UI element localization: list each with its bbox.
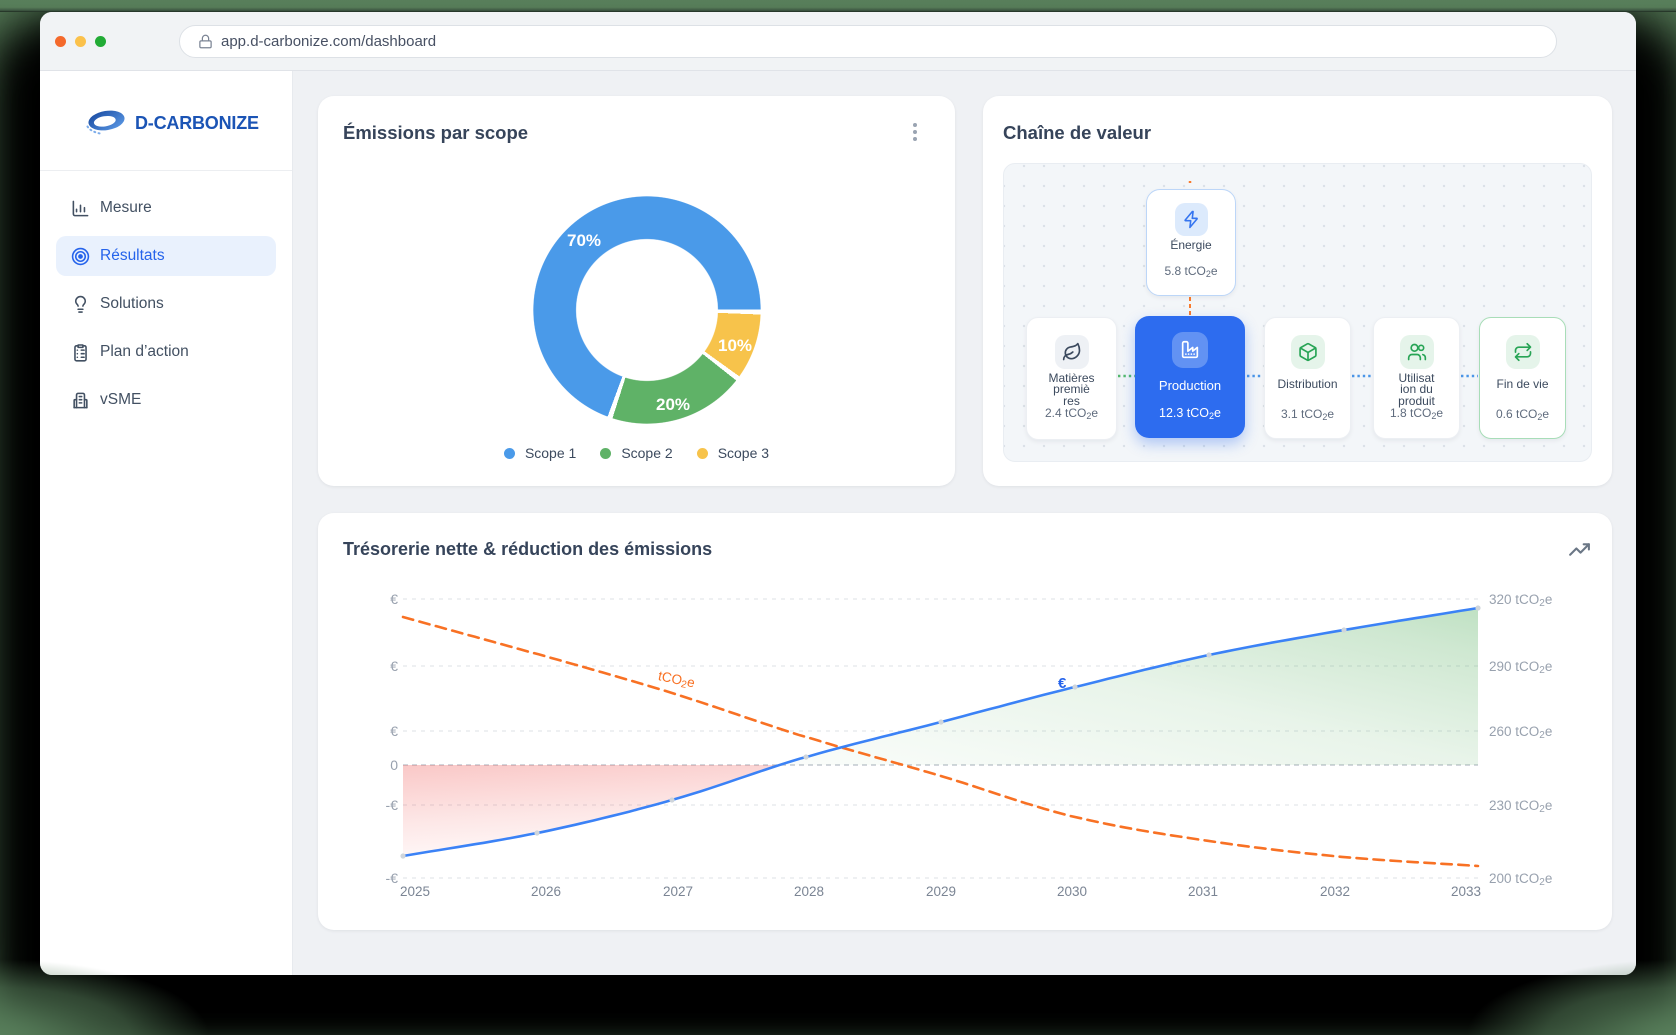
- svg-text:€: €: [1058, 675, 1067, 692]
- svg-text:2032: 2032: [1320, 884, 1350, 899]
- svg-text:€: €: [390, 723, 398, 739]
- svg-text:2028: 2028: [794, 884, 824, 899]
- svg-text:2026: 2026: [531, 884, 561, 899]
- svg-text:2025: 2025: [400, 884, 430, 899]
- svg-text:2033: 2033: [1451, 884, 1481, 899]
- svg-text:2027: 2027: [663, 884, 693, 899]
- svg-text:-€: -€: [386, 870, 399, 886]
- svg-text:320 tCO2e: 320 tCO2e: [1489, 592, 1552, 609]
- svg-text:0: 0: [390, 757, 398, 773]
- svg-text:230 tCO2e: 230 tCO2e: [1489, 798, 1552, 815]
- svg-text:200 tCO2e: 200 tCO2e: [1489, 871, 1552, 888]
- svg-text:-€: -€: [386, 797, 399, 813]
- svg-text:2030: 2030: [1057, 884, 1087, 899]
- svg-text:2031: 2031: [1188, 884, 1218, 899]
- svg-text:260 tCO2e: 260 tCO2e: [1489, 724, 1552, 741]
- svg-text:€: €: [390, 658, 398, 674]
- svg-text:€: €: [390, 591, 398, 607]
- svg-text:2029: 2029: [926, 884, 956, 899]
- svg-text:tCO2e: tCO2e: [656, 668, 696, 692]
- svg-text:290 tCO2e: 290 tCO2e: [1489, 659, 1552, 676]
